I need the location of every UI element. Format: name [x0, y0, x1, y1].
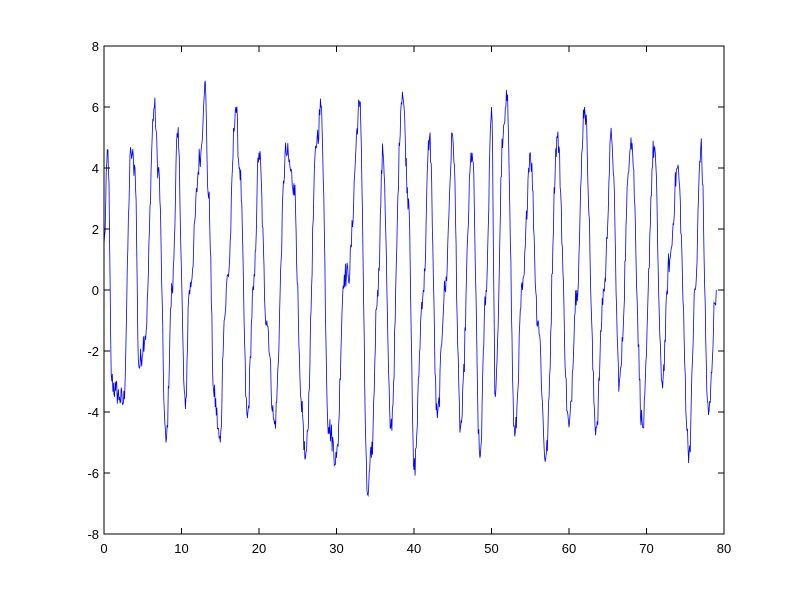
series-layer [103, 80, 717, 498]
ticks-layer: 0 10 20 30 40 50 60 70 80 -8 -6 -4 -2 0 2 4 6 8 [87, 39, 731, 556]
y-tick-label: -6 [87, 466, 99, 481]
x-tick-label: 80 [717, 541, 731, 556]
x-tick-label: 30 [329, 541, 343, 556]
plot-area [104, 46, 724, 534]
y-tick-label: -4 [87, 405, 99, 420]
x-tick-label: 70 [639, 541, 653, 556]
series-line [103, 80, 717, 498]
x-tick-label: 10 [174, 541, 188, 556]
y-tick-label: 8 [92, 39, 99, 54]
y-tick-label: -8 [87, 527, 99, 542]
x-tick-label: 60 [562, 541, 576, 556]
y-tick-label: 4 [92, 161, 99, 176]
x-tick-label: 40 [407, 541, 421, 556]
y-tick-label: -2 [87, 344, 99, 359]
y-tick-label: 0 [92, 283, 99, 298]
y-tick-label: 6 [92, 100, 99, 115]
x-tick-label: 0 [100, 541, 107, 556]
y-tick-label: 2 [92, 222, 99, 237]
x-tick-label: 50 [484, 541, 498, 556]
x-tick-label: 20 [252, 541, 266, 556]
